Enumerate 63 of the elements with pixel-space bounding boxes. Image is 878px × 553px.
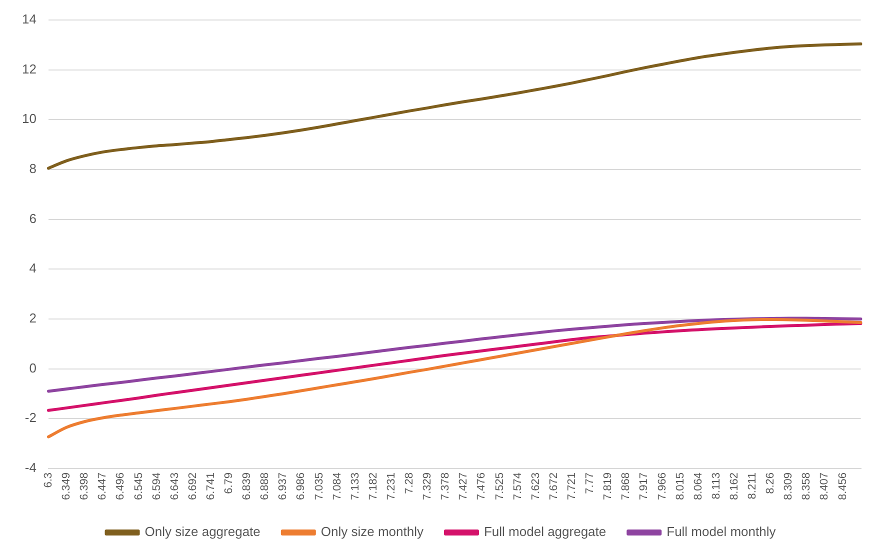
line-series (46, 318, 862, 438)
x-tick-label: 7.084 (331, 472, 344, 500)
x-tick-label: 7.721 (566, 472, 578, 500)
line-series (46, 42, 862, 170)
x-tick-label: 7.231 (385, 472, 398, 500)
x-tick-label: 6.496 (114, 472, 127, 500)
x-tick-label: 6.349 (60, 472, 73, 500)
x-tick-label: 6.447 (96, 472, 109, 500)
x-tick-label: 8.358 (800, 472, 813, 500)
x-tick-label: 8.456 (836, 472, 849, 500)
x-tick-label: 6.888 (259, 472, 272, 500)
x-tick-label: 6.79 (223, 472, 236, 494)
x-tick-label: 6.643 (168, 472, 181, 500)
legend-label: Full model aggregate (484, 524, 606, 540)
x-tick-label: 8.309 (782, 472, 795, 500)
x-tick-label: 7.672 (548, 472, 560, 500)
x-tick-label: 7.623 (530, 472, 542, 500)
x-tick-label: 7.966 (656, 472, 668, 500)
x-tick-label: 6.692 (186, 472, 199, 500)
x-tick-label: 6.937 (277, 472, 290, 500)
x-tick-label: 8.064 (692, 472, 704, 500)
x-tick-label: 7.378 (440, 472, 452, 500)
y-tick-label: -2 (24, 410, 36, 426)
x-tick-label: 8.113 (710, 472, 722, 500)
x-tick-label: 7.476 (476, 472, 488, 500)
y-tick-label: 2 (29, 310, 36, 326)
x-tick-label: 8.015 (674, 472, 686, 500)
x-tick-label: 8.26 (764, 472, 777, 494)
x-tick-label: 7.819 (602, 472, 614, 500)
x-tick-label: 7.525 (494, 472, 506, 500)
x-tick-label: 6.839 (241, 472, 254, 500)
y-tick-label: 12 (22, 61, 36, 76)
x-tick-label: 7.917 (638, 472, 650, 500)
x-tick-label: 7.329 (422, 472, 434, 500)
x-tick-label: 8.162 (728, 472, 740, 500)
y-tick-label: 14 (22, 12, 36, 27)
y-tick-label: 4 (29, 260, 36, 276)
x-tick-label: 6.398 (78, 472, 91, 500)
x-tick-label: 7.28 (404, 472, 416, 494)
x-tick-label: 6.986 (295, 472, 308, 500)
x-tick-label: 6.594 (150, 472, 163, 500)
x-tick-label: 8.407 (818, 472, 831, 500)
x-tick-label: 7.427 (458, 472, 470, 500)
y-tick-label: 6 (29, 210, 36, 226)
x-tick-label: 8.211 (746, 472, 759, 500)
x-tick-label: 7.133 (349, 472, 362, 500)
x-tick-label: 7.182 (367, 472, 380, 500)
x-tick-label: 6.741 (204, 472, 217, 500)
y-tick-label: 10 (22, 111, 36, 126)
y-tick-label: 0 (29, 360, 36, 376)
line-series (46, 316, 862, 393)
legend-label: Full model monthly (666, 524, 776, 540)
x-tick-label: 6.3 (42, 472, 54, 488)
y-tick-label: -4 (24, 460, 36, 476)
line-series (46, 322, 862, 412)
y-tick-label: 8 (29, 161, 36, 176)
x-tick-label: 6.545 (132, 472, 145, 500)
legend-label: Only size aggregate (144, 524, 260, 540)
x-tick-label: 7.035 (313, 472, 326, 500)
legend-label: Only size monthly (320, 524, 424, 540)
x-tick-label: 7.868 (620, 472, 632, 500)
x-tick-label: 7.574 (512, 472, 524, 500)
x-tick-label: 7.77 (584, 472, 596, 494)
